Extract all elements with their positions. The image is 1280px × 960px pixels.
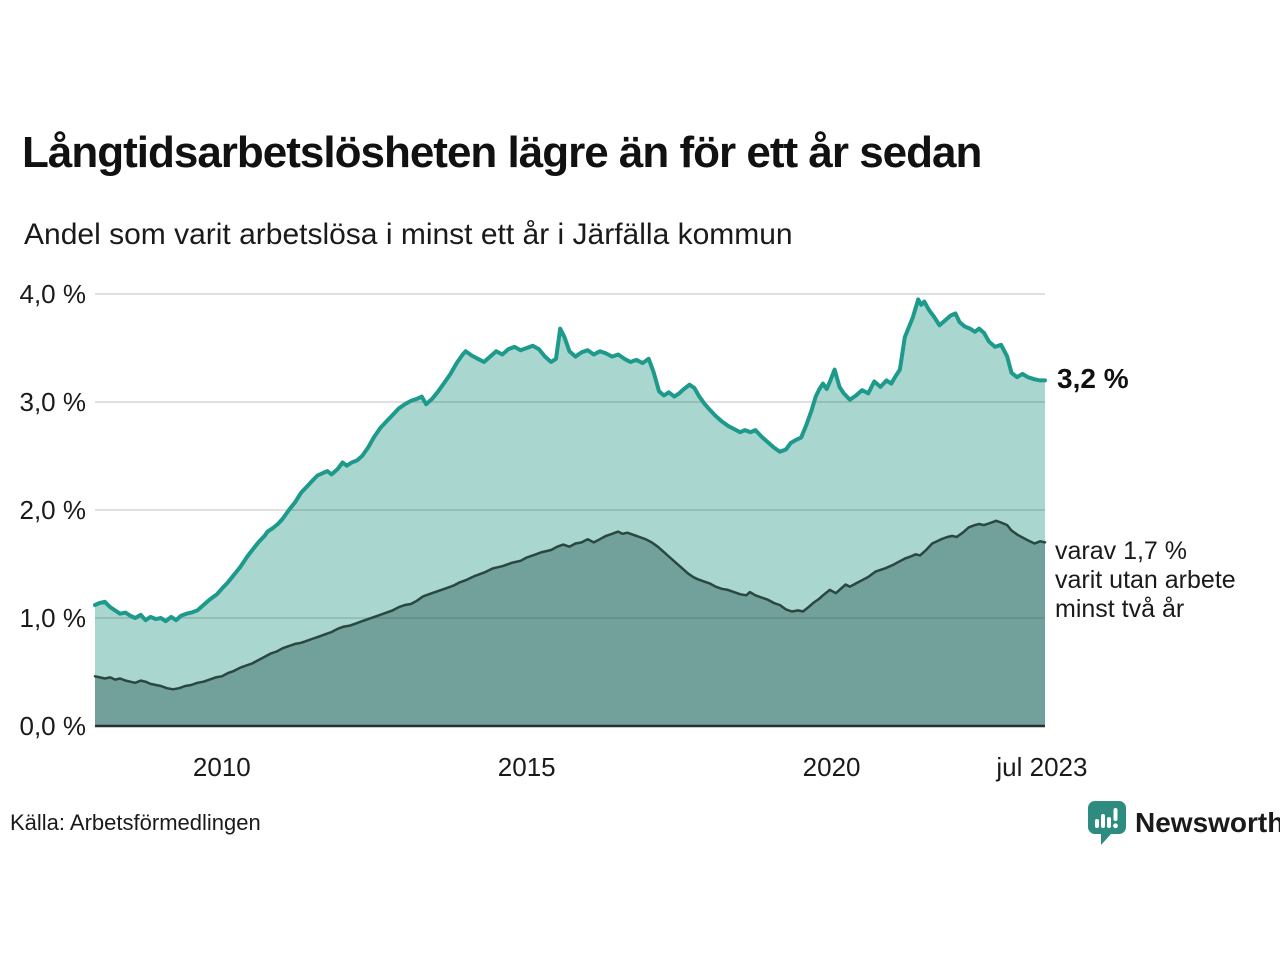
x-tick-label: jul 2023 (996, 752, 1088, 782)
speech-bubble-barchart-icon (1087, 800, 1127, 846)
y-tick-label: 1,0 % (19, 603, 87, 633)
y-tick-label: 3,0 % (19, 387, 87, 417)
y-tick-label: 2,0 % (19, 495, 87, 525)
page-title: Långtidsarbetslösheten lägre än för ett … (22, 128, 982, 177)
x-tick-label: 2015 (497, 752, 556, 782)
y-tick-label: 4,0 % (19, 279, 87, 309)
brand-name: Newsworthy (1135, 807, 1280, 838)
series2-area (95, 520, 1045, 726)
newsworthy-logo: Newsworthy (1087, 800, 1280, 846)
source-note: Källa: Arbetsförmedlingen (10, 810, 261, 835)
series1-value-label: 3,2 % (1057, 363, 1129, 395)
page-subtitle: Andel som varit arbetslösa i minst ett å… (24, 218, 793, 251)
series2-value-label: varav 1,7 % varit utan arbete minst två … (1055, 537, 1236, 624)
y-tick-label: 0,0 % (19, 711, 87, 741)
x-tick-label: 2020 (802, 752, 861, 782)
series1-line (93, 297, 1047, 624)
x-tick-label: 2010 (192, 752, 251, 782)
series2-line (93, 519, 1047, 691)
